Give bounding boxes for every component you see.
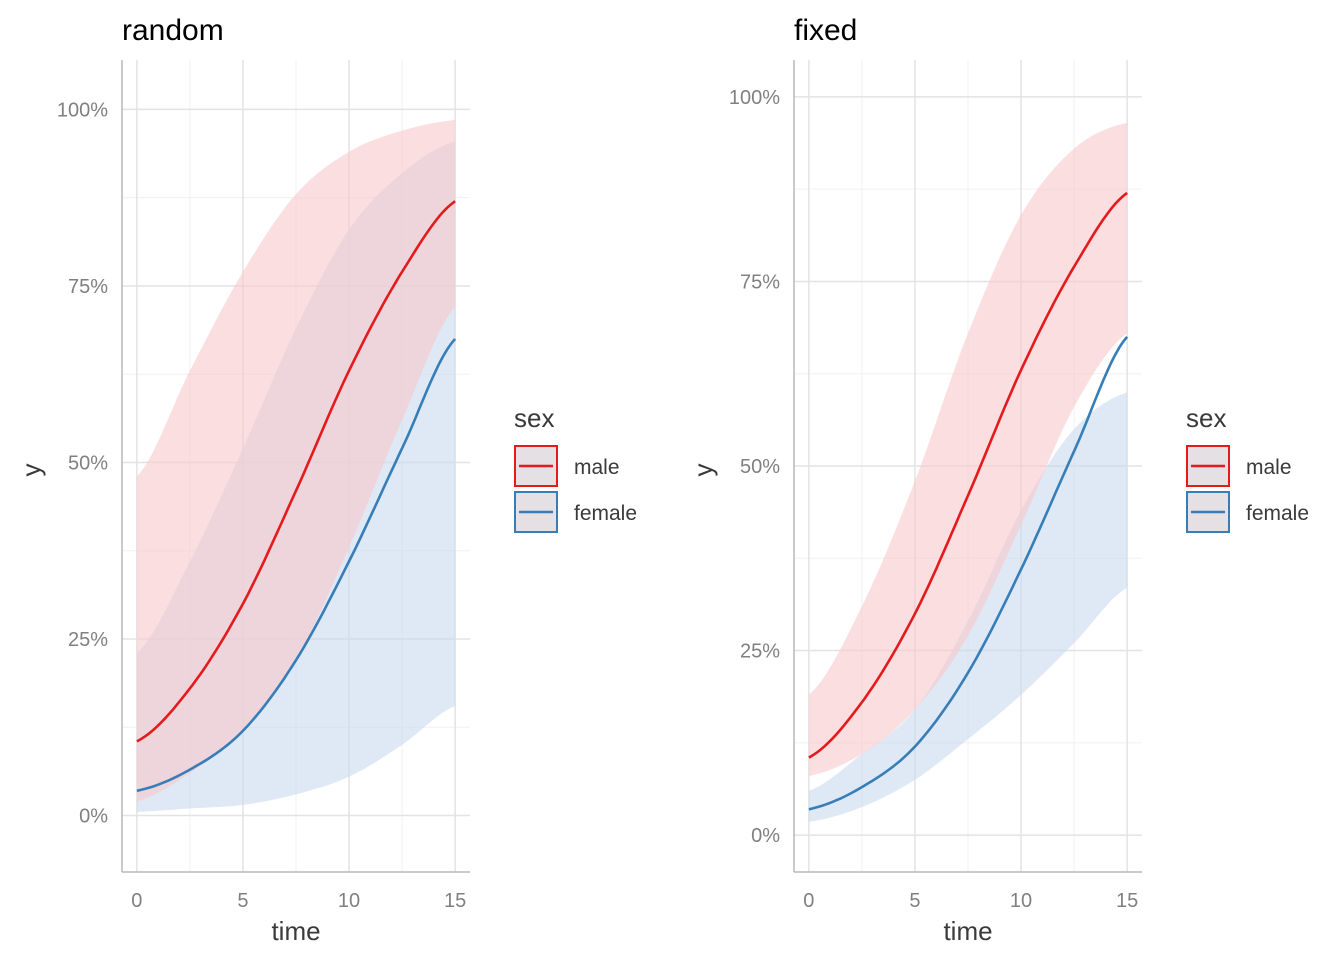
line-male: [808, 191, 1128, 759]
line-male: [136, 200, 456, 743]
y-tick-label: 0%: [79, 806, 108, 828]
x-axis-title: time: [943, 916, 992, 946]
y-tick-label: 100%: [729, 87, 780, 109]
line-female: [808, 335, 1129, 811]
x-tick-label: 5: [909, 890, 920, 912]
legend-label-male: male: [1246, 456, 1292, 479]
y-tick-label: 100%: [57, 99, 108, 121]
ribbon-male: [808, 122, 1128, 776]
y-tick-label: 25%: [68, 629, 108, 651]
panel-title: random: [122, 14, 224, 47]
x-tick-label: 10: [338, 890, 360, 912]
y-tick-label: 25%: [740, 641, 780, 663]
ribbon-female: [808, 392, 1128, 822]
legend-label-female: female: [574, 502, 637, 525]
y-axis-title: y: [16, 464, 46, 477]
ribbon-male: [136, 120, 456, 802]
legend-label-female: female: [1246, 502, 1309, 525]
x-tick-label: 15: [1116, 890, 1138, 912]
y-tick-label: 75%: [740, 271, 780, 293]
x-tick-label: 0: [131, 890, 142, 912]
legend-title: sex: [514, 403, 554, 433]
x-tick-label: 15: [444, 890, 466, 912]
x-tick-label: 10: [1010, 890, 1032, 912]
x-axis-title: time: [271, 916, 320, 946]
y-axis-title: y: [688, 464, 718, 477]
y-tick-label: 50%: [740, 456, 780, 478]
panel-title: fixed: [794, 14, 857, 47]
y-tick-label: 75%: [68, 276, 108, 298]
legend-label-male: male: [574, 456, 620, 479]
line-female: [136, 338, 457, 793]
x-tick-label: 5: [237, 890, 248, 912]
x-tick-label: 0: [803, 890, 814, 912]
y-tick-label: 0%: [751, 825, 780, 847]
legend-title: sex: [1186, 403, 1226, 433]
y-tick-label: 50%: [68, 452, 108, 474]
